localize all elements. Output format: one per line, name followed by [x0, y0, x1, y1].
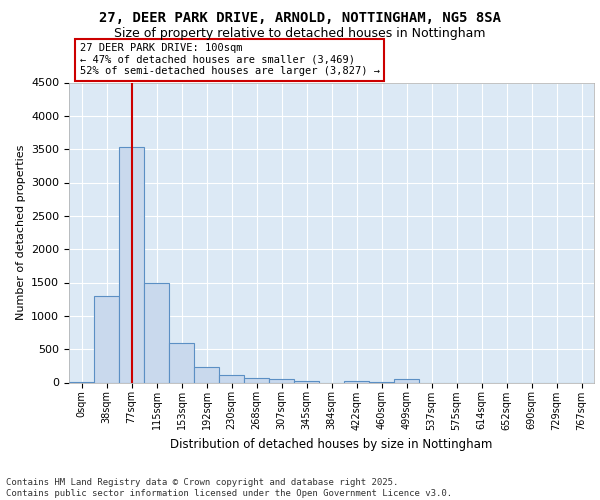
Bar: [219, 374, 244, 382]
Text: Size of property relative to detached houses in Nottingham: Size of property relative to detached ho…: [114, 28, 486, 40]
Text: 27 DEER PARK DRIVE: 100sqm
← 47% of detached houses are smaller (3,469)
52% of s: 27 DEER PARK DRIVE: 100sqm ← 47% of deta…: [79, 44, 380, 76]
Y-axis label: Number of detached properties: Number of detached properties: [16, 145, 26, 320]
Bar: [194, 366, 219, 382]
Bar: [294, 380, 319, 382]
Bar: [169, 343, 194, 382]
Bar: [269, 379, 294, 382]
Bar: [244, 378, 269, 382]
Bar: [144, 283, 169, 382]
Bar: [94, 296, 119, 382]
X-axis label: Distribution of detached houses by size in Nottingham: Distribution of detached houses by size …: [170, 438, 493, 451]
Bar: [344, 380, 369, 382]
Text: 27, DEER PARK DRIVE, ARNOLD, NOTTINGHAM, NG5 8SA: 27, DEER PARK DRIVE, ARNOLD, NOTTINGHAM,…: [99, 11, 501, 25]
Bar: [119, 147, 144, 382]
Text: Contains HM Land Registry data © Crown copyright and database right 2025.
Contai: Contains HM Land Registry data © Crown c…: [6, 478, 452, 498]
Bar: [394, 379, 419, 382]
